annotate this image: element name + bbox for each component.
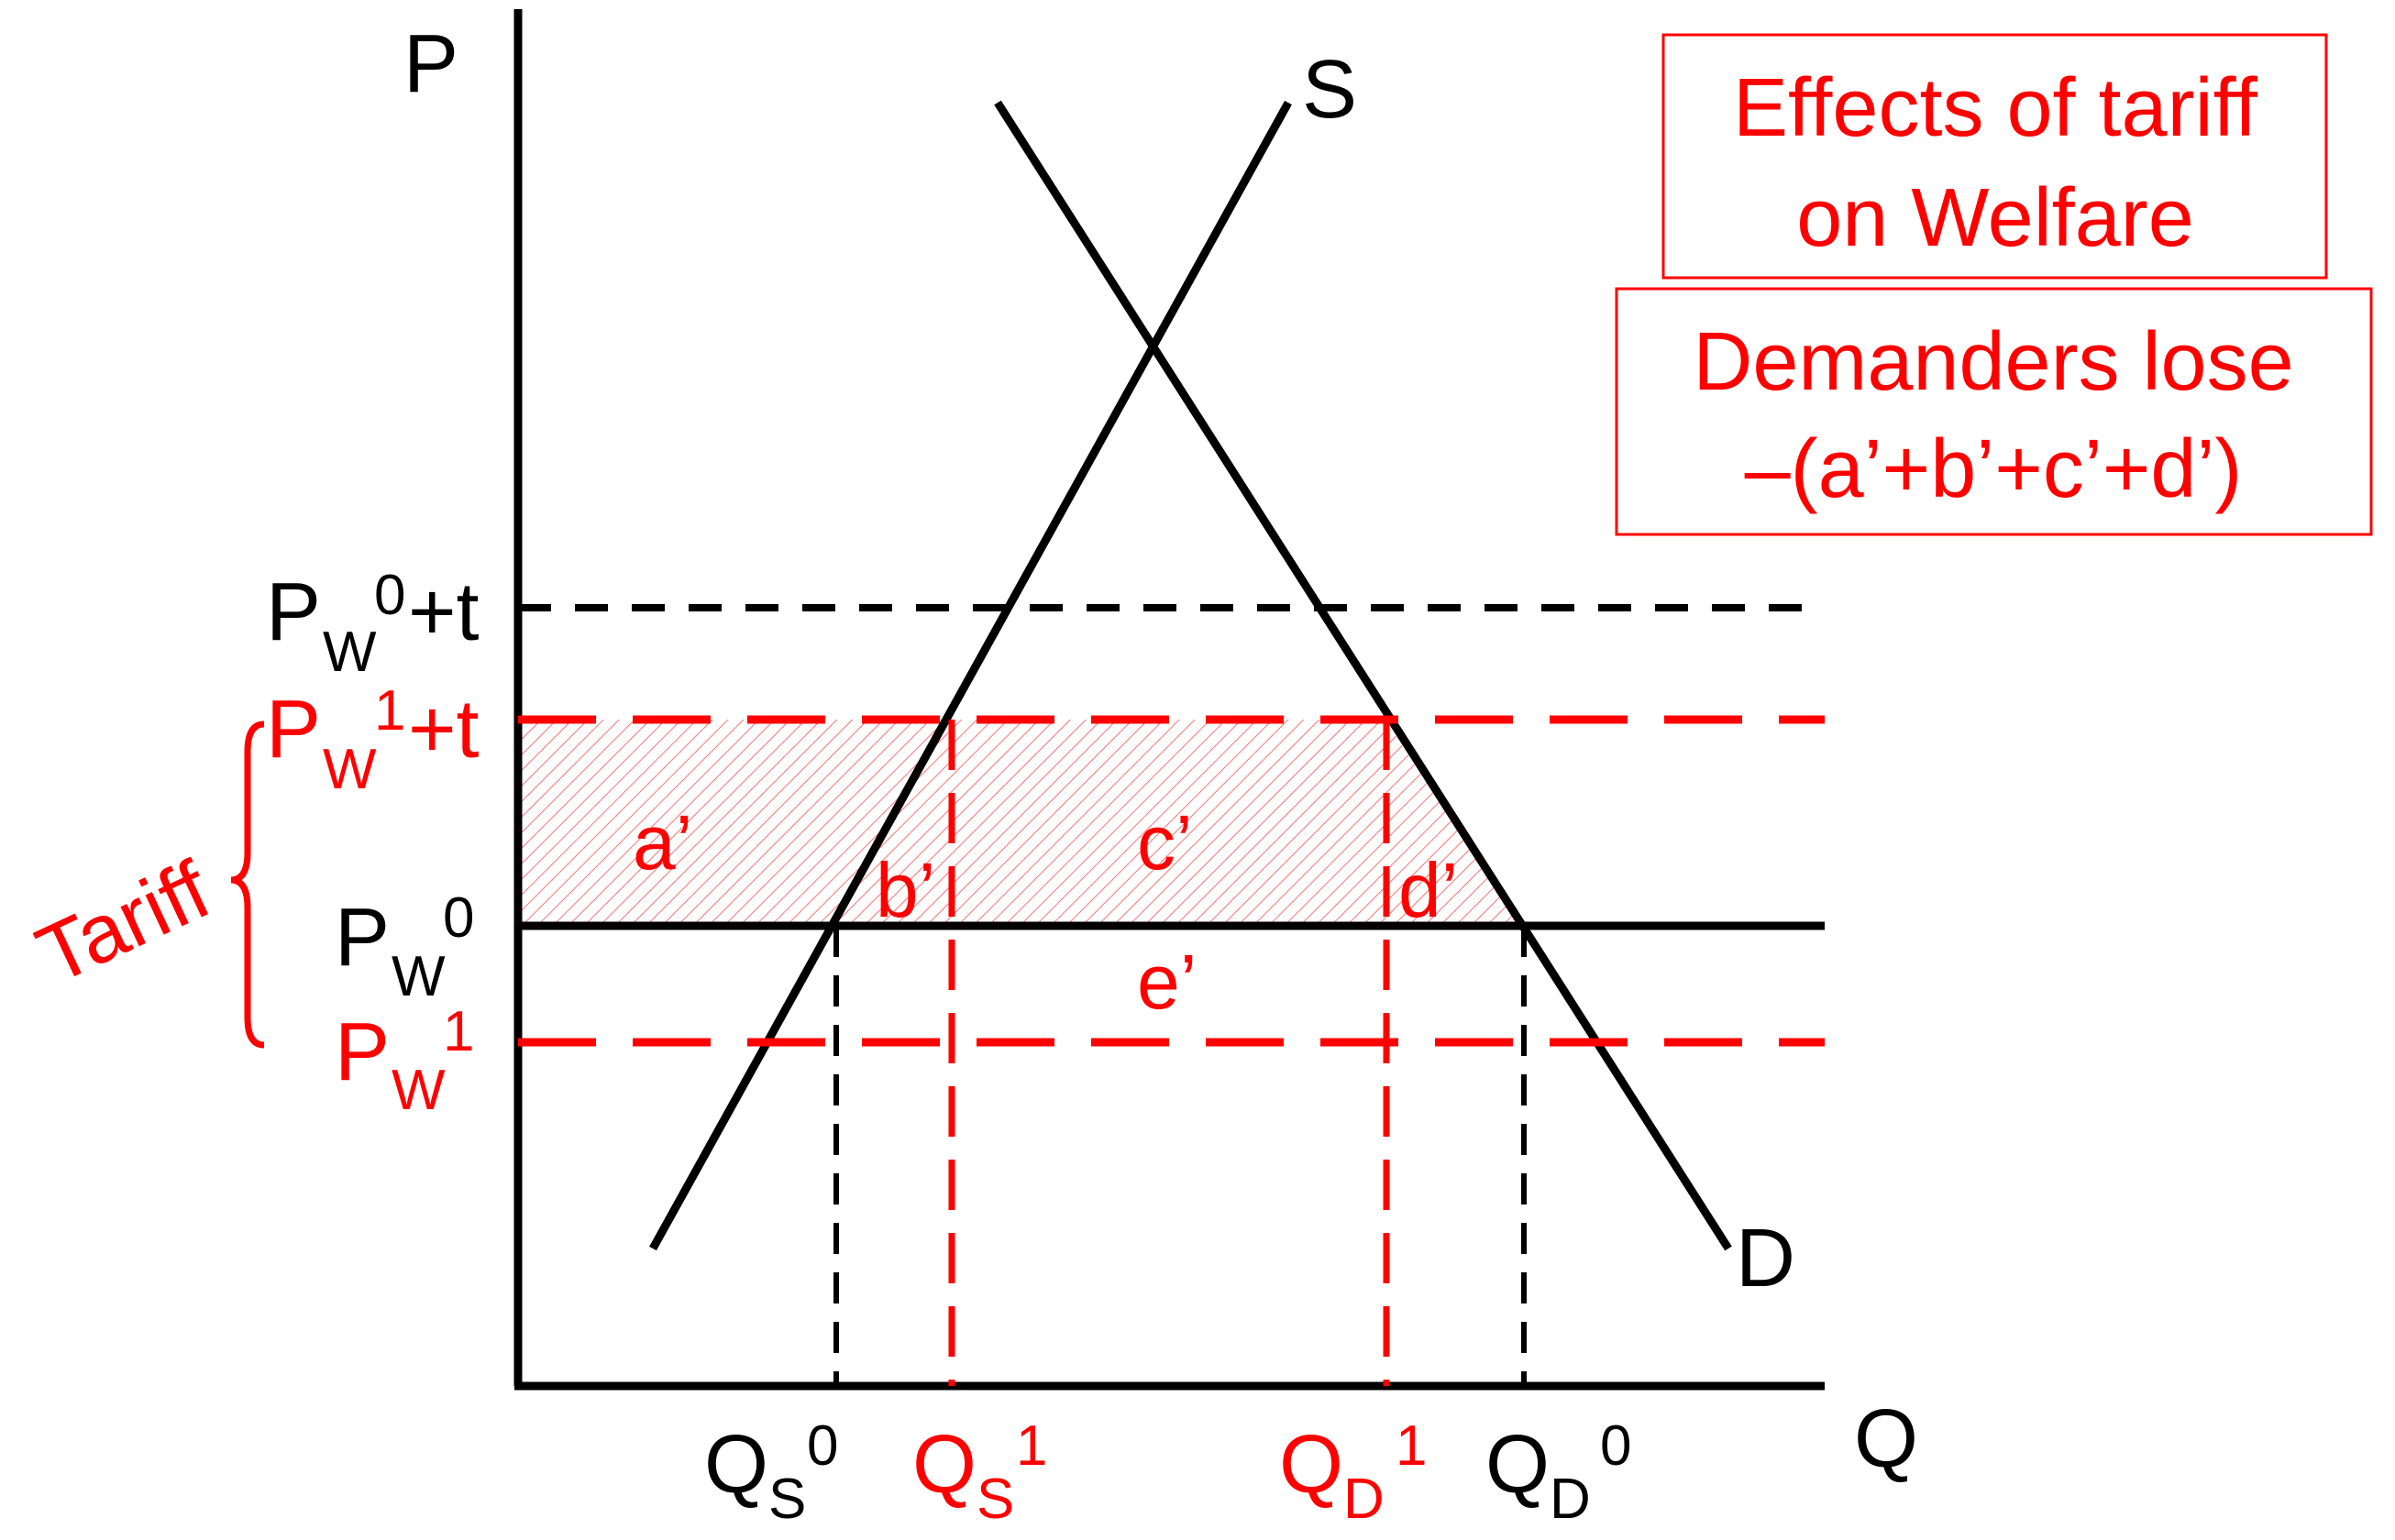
consumer-loss-area: [518, 720, 1524, 926]
region-c: c’: [1137, 799, 1193, 886]
title-line-2: on Welfare: [1796, 172, 2194, 264]
region-d: d’: [1398, 847, 1458, 933]
svg-text:W: W: [392, 1059, 446, 1122]
supply-label: S: [1302, 44, 1357, 136]
info-line-2: –(a’+b’+c’+d’): [1745, 424, 2243, 515]
label-qd0: Q D 0: [1485, 1414, 1631, 1531]
y-axis-label: P: [403, 18, 458, 110]
svg-text:Q: Q: [1279, 1419, 1343, 1511]
info-box: [1615, 287, 2373, 536]
svg-text:Q: Q: [912, 1419, 977, 1511]
label-qs1: Q S 1: [912, 1414, 1047, 1531]
label-pw0-plus-t: P W 0 +t: [266, 564, 480, 684]
label-pw1-plus-t: P W 1 +t: [266, 679, 480, 801]
demand-curve: [994, 100, 1732, 1251]
svg-text:0: 0: [1600, 1414, 1631, 1478]
demand-label: D: [1736, 1213, 1795, 1304]
region-a: a’: [633, 799, 692, 886]
svg-text:1: 1: [1396, 1414, 1427, 1478]
svg-text:P: P: [335, 1006, 390, 1098]
svg-text:W: W: [323, 621, 377, 684]
svg-text:0: 0: [807, 1414, 838, 1478]
svg-text:S: S: [768, 1468, 806, 1531]
tariff-brace: [230, 720, 265, 1049]
svg-text:W: W: [392, 945, 446, 1008]
svg-text:P: P: [335, 892, 390, 984]
svg-text:1: 1: [1016, 1414, 1047, 1478]
svg-text:D: D: [1550, 1468, 1591, 1531]
svg-text:0: 0: [443, 886, 474, 950]
label-pw1: P W 1: [335, 1000, 474, 1122]
svg-text:S: S: [977, 1468, 1014, 1531]
svg-text:+t: +t: [408, 684, 480, 776]
svg-text:+t: +t: [408, 566, 480, 658]
svg-text:Q: Q: [1485, 1419, 1550, 1511]
region-e: e’: [1137, 939, 1197, 1025]
svg-text:W: W: [323, 738, 377, 801]
label-pw0: P W 0: [335, 886, 474, 1008]
x-axis-label: Q: [1854, 1393, 1918, 1485]
title-line-1: Effects of tariff: [1733, 62, 2258, 154]
tariff-label: Tariff: [24, 843, 224, 1002]
svg-text:P: P: [266, 684, 321, 776]
svg-text:1: 1: [374, 679, 405, 742]
title-box: [1661, 33, 2328, 280]
supply-curve: [649, 100, 1292, 1251]
region-b: b’: [876, 847, 935, 933]
svg-text:Q: Q: [704, 1419, 768, 1511]
svg-text:0: 0: [374, 564, 405, 627]
svg-text:D: D: [1343, 1468, 1385, 1531]
label-qs0: Q S 0: [704, 1414, 838, 1531]
label-qd1: Q D 1: [1279, 1414, 1427, 1531]
svg-text:P: P: [266, 566, 321, 658]
svg-text:1: 1: [443, 1000, 474, 1063]
info-line-1: Demanders lose: [1693, 316, 2293, 408]
